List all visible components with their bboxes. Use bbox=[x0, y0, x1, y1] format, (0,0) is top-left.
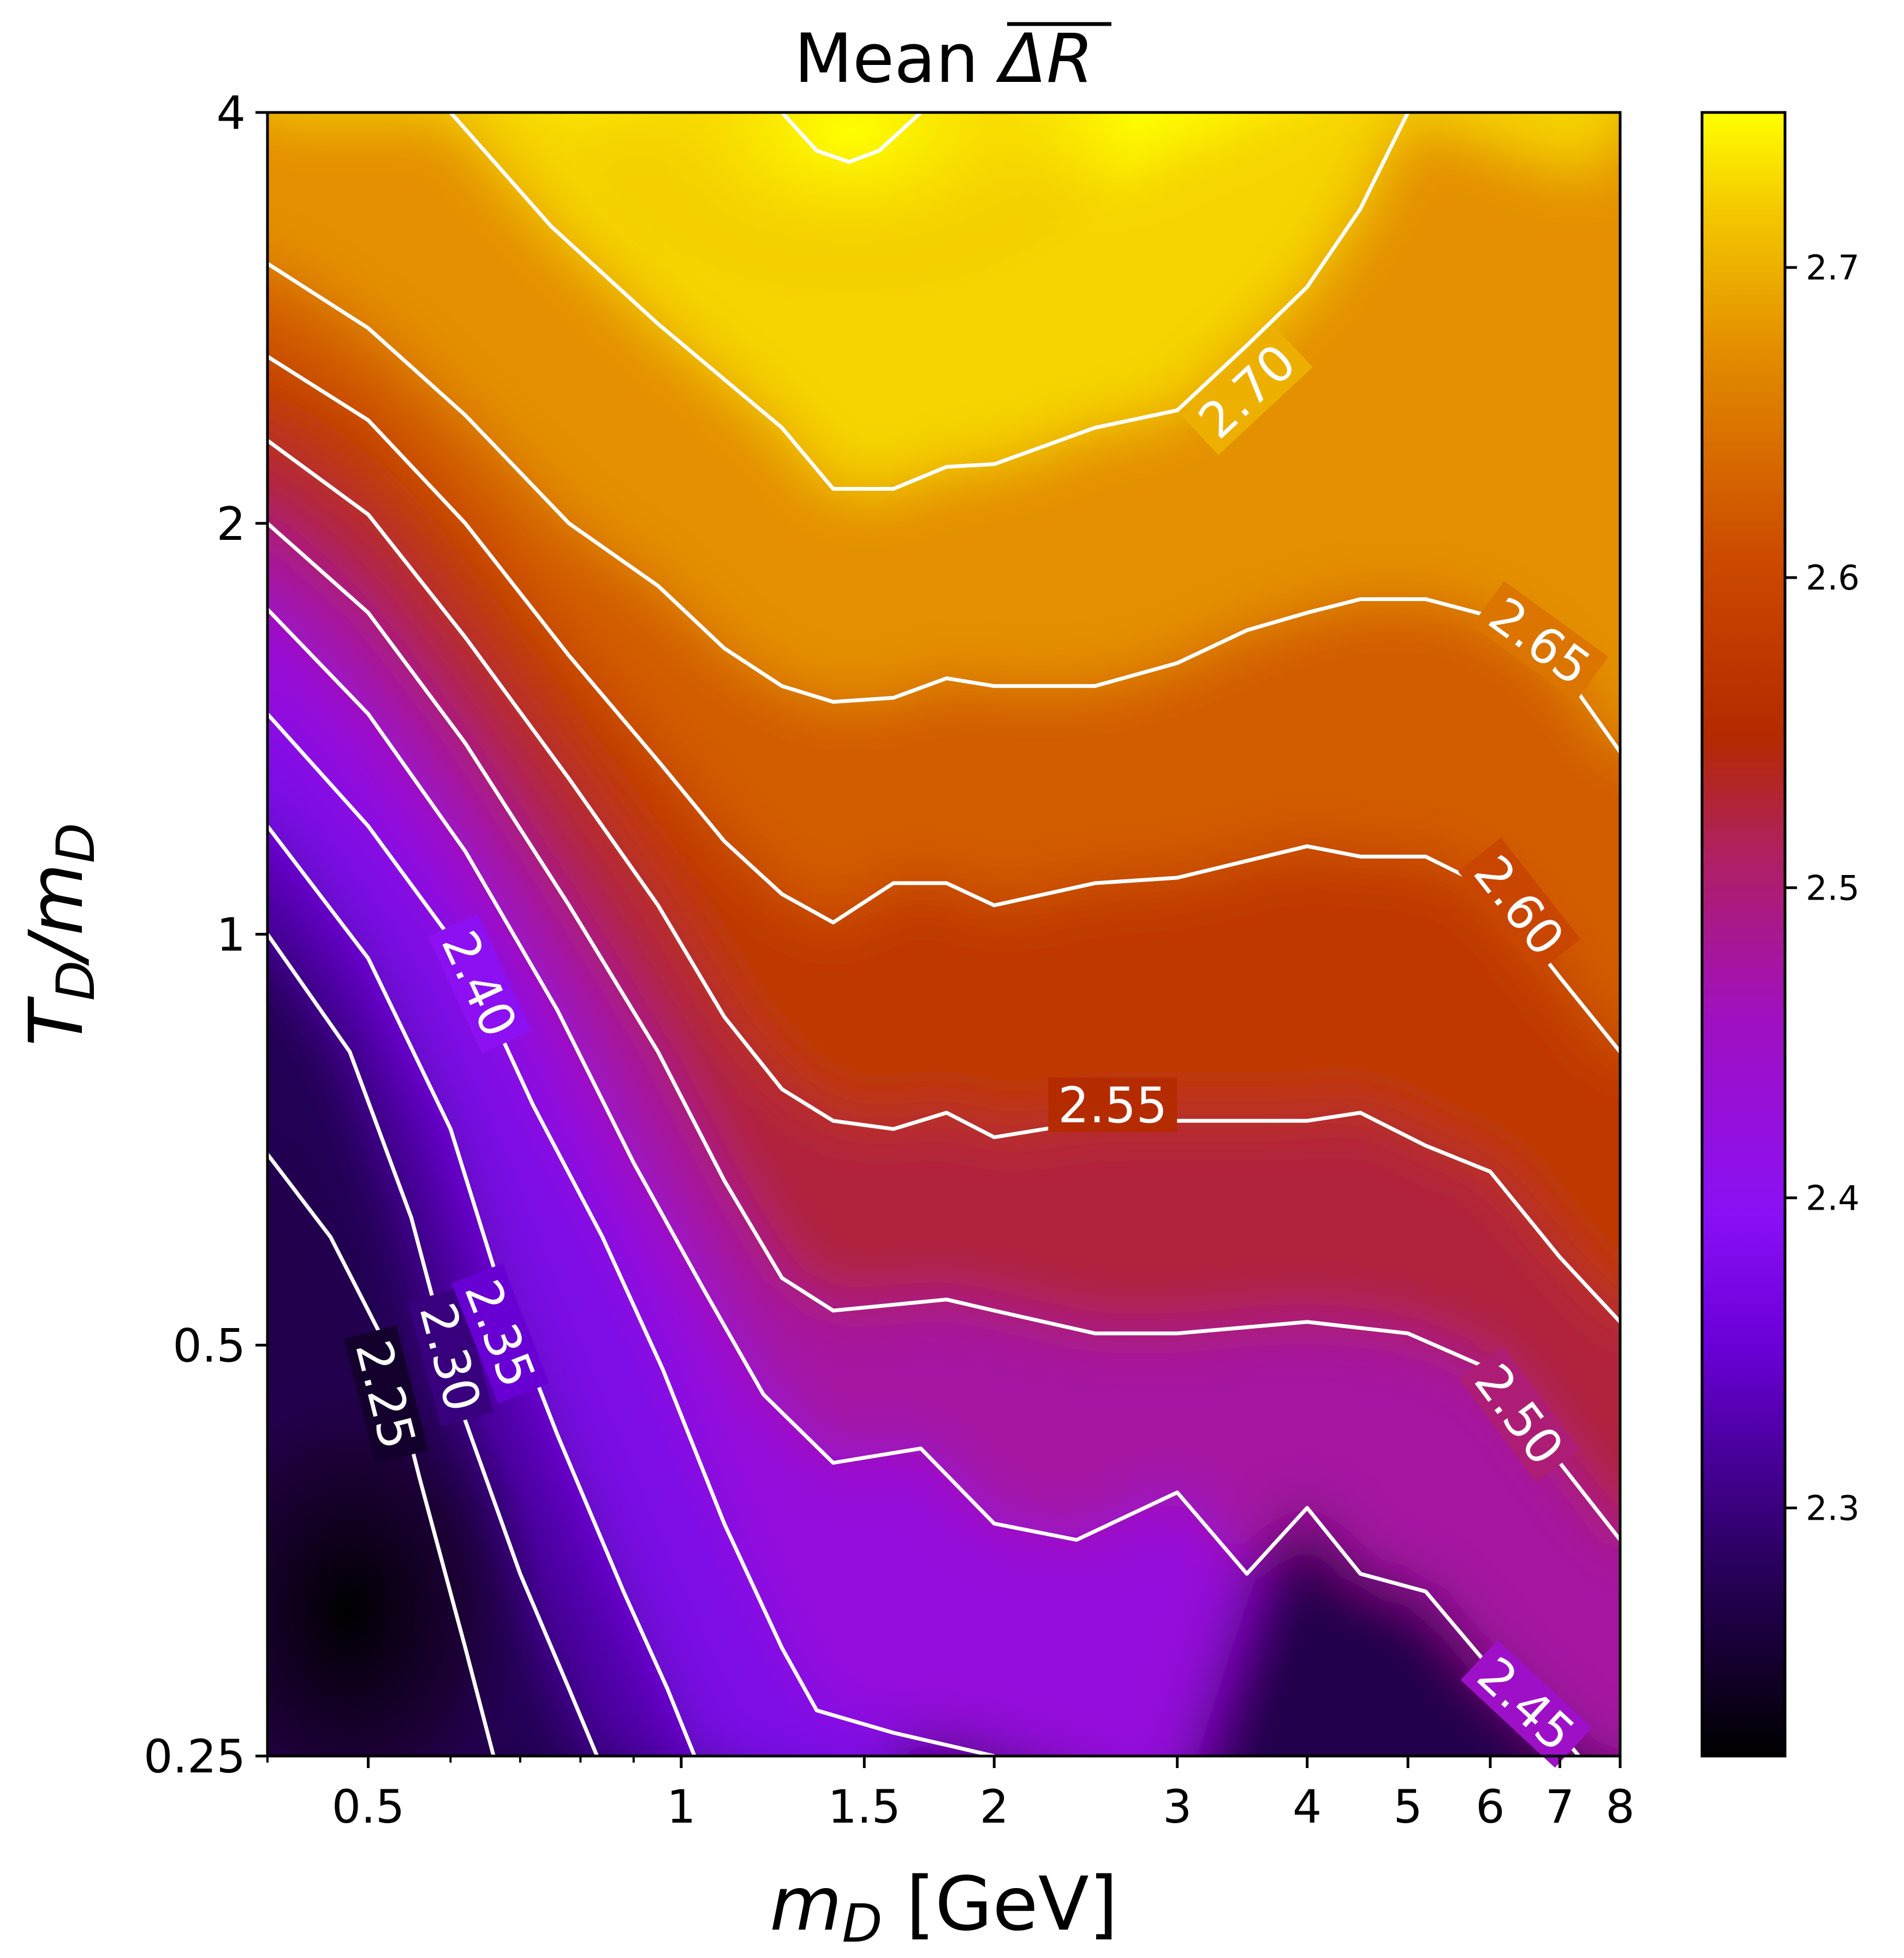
plot-area bbox=[267, 112, 1620, 1756]
title-prefix: Mean bbox=[794, 20, 1000, 98]
contour-line-2.4 bbox=[267, 712, 995, 1756]
contour-label-gap bbox=[1459, 1346, 1580, 1483]
x-label-unit: [GeV] bbox=[882, 1861, 1117, 1948]
colorbar-ticks: 2.3 2.4 2.5 2.6 2.7 bbox=[1785, 248, 1860, 1528]
y-axis-label: TD/mD bbox=[14, 823, 106, 1046]
contour-label-gap bbox=[1460, 1640, 1592, 1768]
contour-label-gap bbox=[343, 1325, 429, 1464]
contour-label-gap bbox=[1458, 837, 1581, 973]
x-tick-label: 8 bbox=[1605, 1780, 1634, 1834]
contour-label-text: 2.55 bbox=[1058, 1077, 1167, 1134]
x-tick-label: 4 bbox=[1293, 1780, 1322, 1834]
contour-line-2.7 bbox=[449, 112, 1410, 491]
title-symbol: ΔR bbox=[996, 20, 1093, 98]
y-tick-label: 4 bbox=[217, 86, 246, 140]
contour-line-2.5 bbox=[267, 522, 1620, 1542]
contour-line-2.3 bbox=[267, 933, 599, 1756]
contour-label-gap bbox=[1472, 581, 1609, 701]
colorbar-fill bbox=[1702, 112, 1785, 1756]
contour-line-2.55 bbox=[267, 439, 1620, 1324]
colorbar-frame bbox=[1700, 111, 1787, 1758]
x-label-sub: D bbox=[842, 1893, 883, 1954]
y-label-sub2: D bbox=[45, 823, 106, 863]
colorbar-tick-label: 2.7 bbox=[1806, 248, 1860, 288]
x-tick-label: 5 bbox=[1393, 1780, 1422, 1834]
y-label-var: T bbox=[14, 996, 100, 1046]
contour-line-2.65 bbox=[267, 261, 1620, 753]
y-tick-label: 0.5 bbox=[172, 1319, 246, 1372]
colorbar-tick-label: 2.3 bbox=[1806, 1489, 1860, 1528]
y-label-slash: /m bbox=[14, 863, 100, 966]
heatmap-fill bbox=[267, 112, 1620, 1756]
contour-line-2.75 bbox=[780, 112, 923, 164]
colorbar-tick-label: 2.6 bbox=[1806, 558, 1860, 598]
contour-label-gap bbox=[1181, 327, 1313, 455]
contour-label-gap bbox=[407, 1288, 494, 1427]
x-tick-label: 2 bbox=[980, 1780, 1009, 1834]
x-tick-label: 0.5 bbox=[332, 1780, 405, 1834]
y-tick-label: 0.25 bbox=[144, 1730, 246, 1783]
x-tick-label: 6 bbox=[1475, 1780, 1504, 1834]
contour-lines bbox=[267, 112, 1620, 1756]
contour-label-2.55: 2.55 bbox=[1048, 1077, 1177, 1134]
chart-title: Mean ΔR bbox=[794, 20, 1093, 98]
x-tick-label: 1.5 bbox=[828, 1780, 901, 1834]
x-axis: 0.5 1 1.5 2 3 4 5 6 7 8 bbox=[266, 1756, 1635, 1834]
x-axis-label: mD [GeV] bbox=[770, 1861, 1118, 1954]
colorbar-tick-label: 2.4 bbox=[1806, 1178, 1860, 1218]
colorbar-tick-label: 2.5 bbox=[1806, 868, 1860, 908]
colorbar: 2.3 2.4 2.5 2.6 2.7 bbox=[1700, 111, 1860, 1758]
y-tick-label: 2 bbox=[217, 497, 246, 551]
y-axis: 0.25 0.5 1 2 4 bbox=[144, 86, 267, 1783]
x-tick-label: 7 bbox=[1545, 1780, 1574, 1834]
y-label-sub: D bbox=[45, 961, 106, 1001]
contour-label-gap bbox=[451, 1263, 550, 1403]
contour-line-2.6 bbox=[267, 355, 1620, 1054]
y-tick-label: 1 bbox=[217, 908, 246, 962]
heatmap-maximum bbox=[568, 112, 1135, 306]
x-tick-label: 3 bbox=[1163, 1780, 1192, 1834]
contour-label-gap bbox=[427, 914, 532, 1054]
contour-line-2.45 bbox=[267, 608, 1581, 1756]
x-label-var: m bbox=[770, 1861, 842, 1948]
contour-label-gap bbox=[1048, 1077, 1177, 1132]
x-tick-label: 1 bbox=[667, 1780, 695, 1834]
